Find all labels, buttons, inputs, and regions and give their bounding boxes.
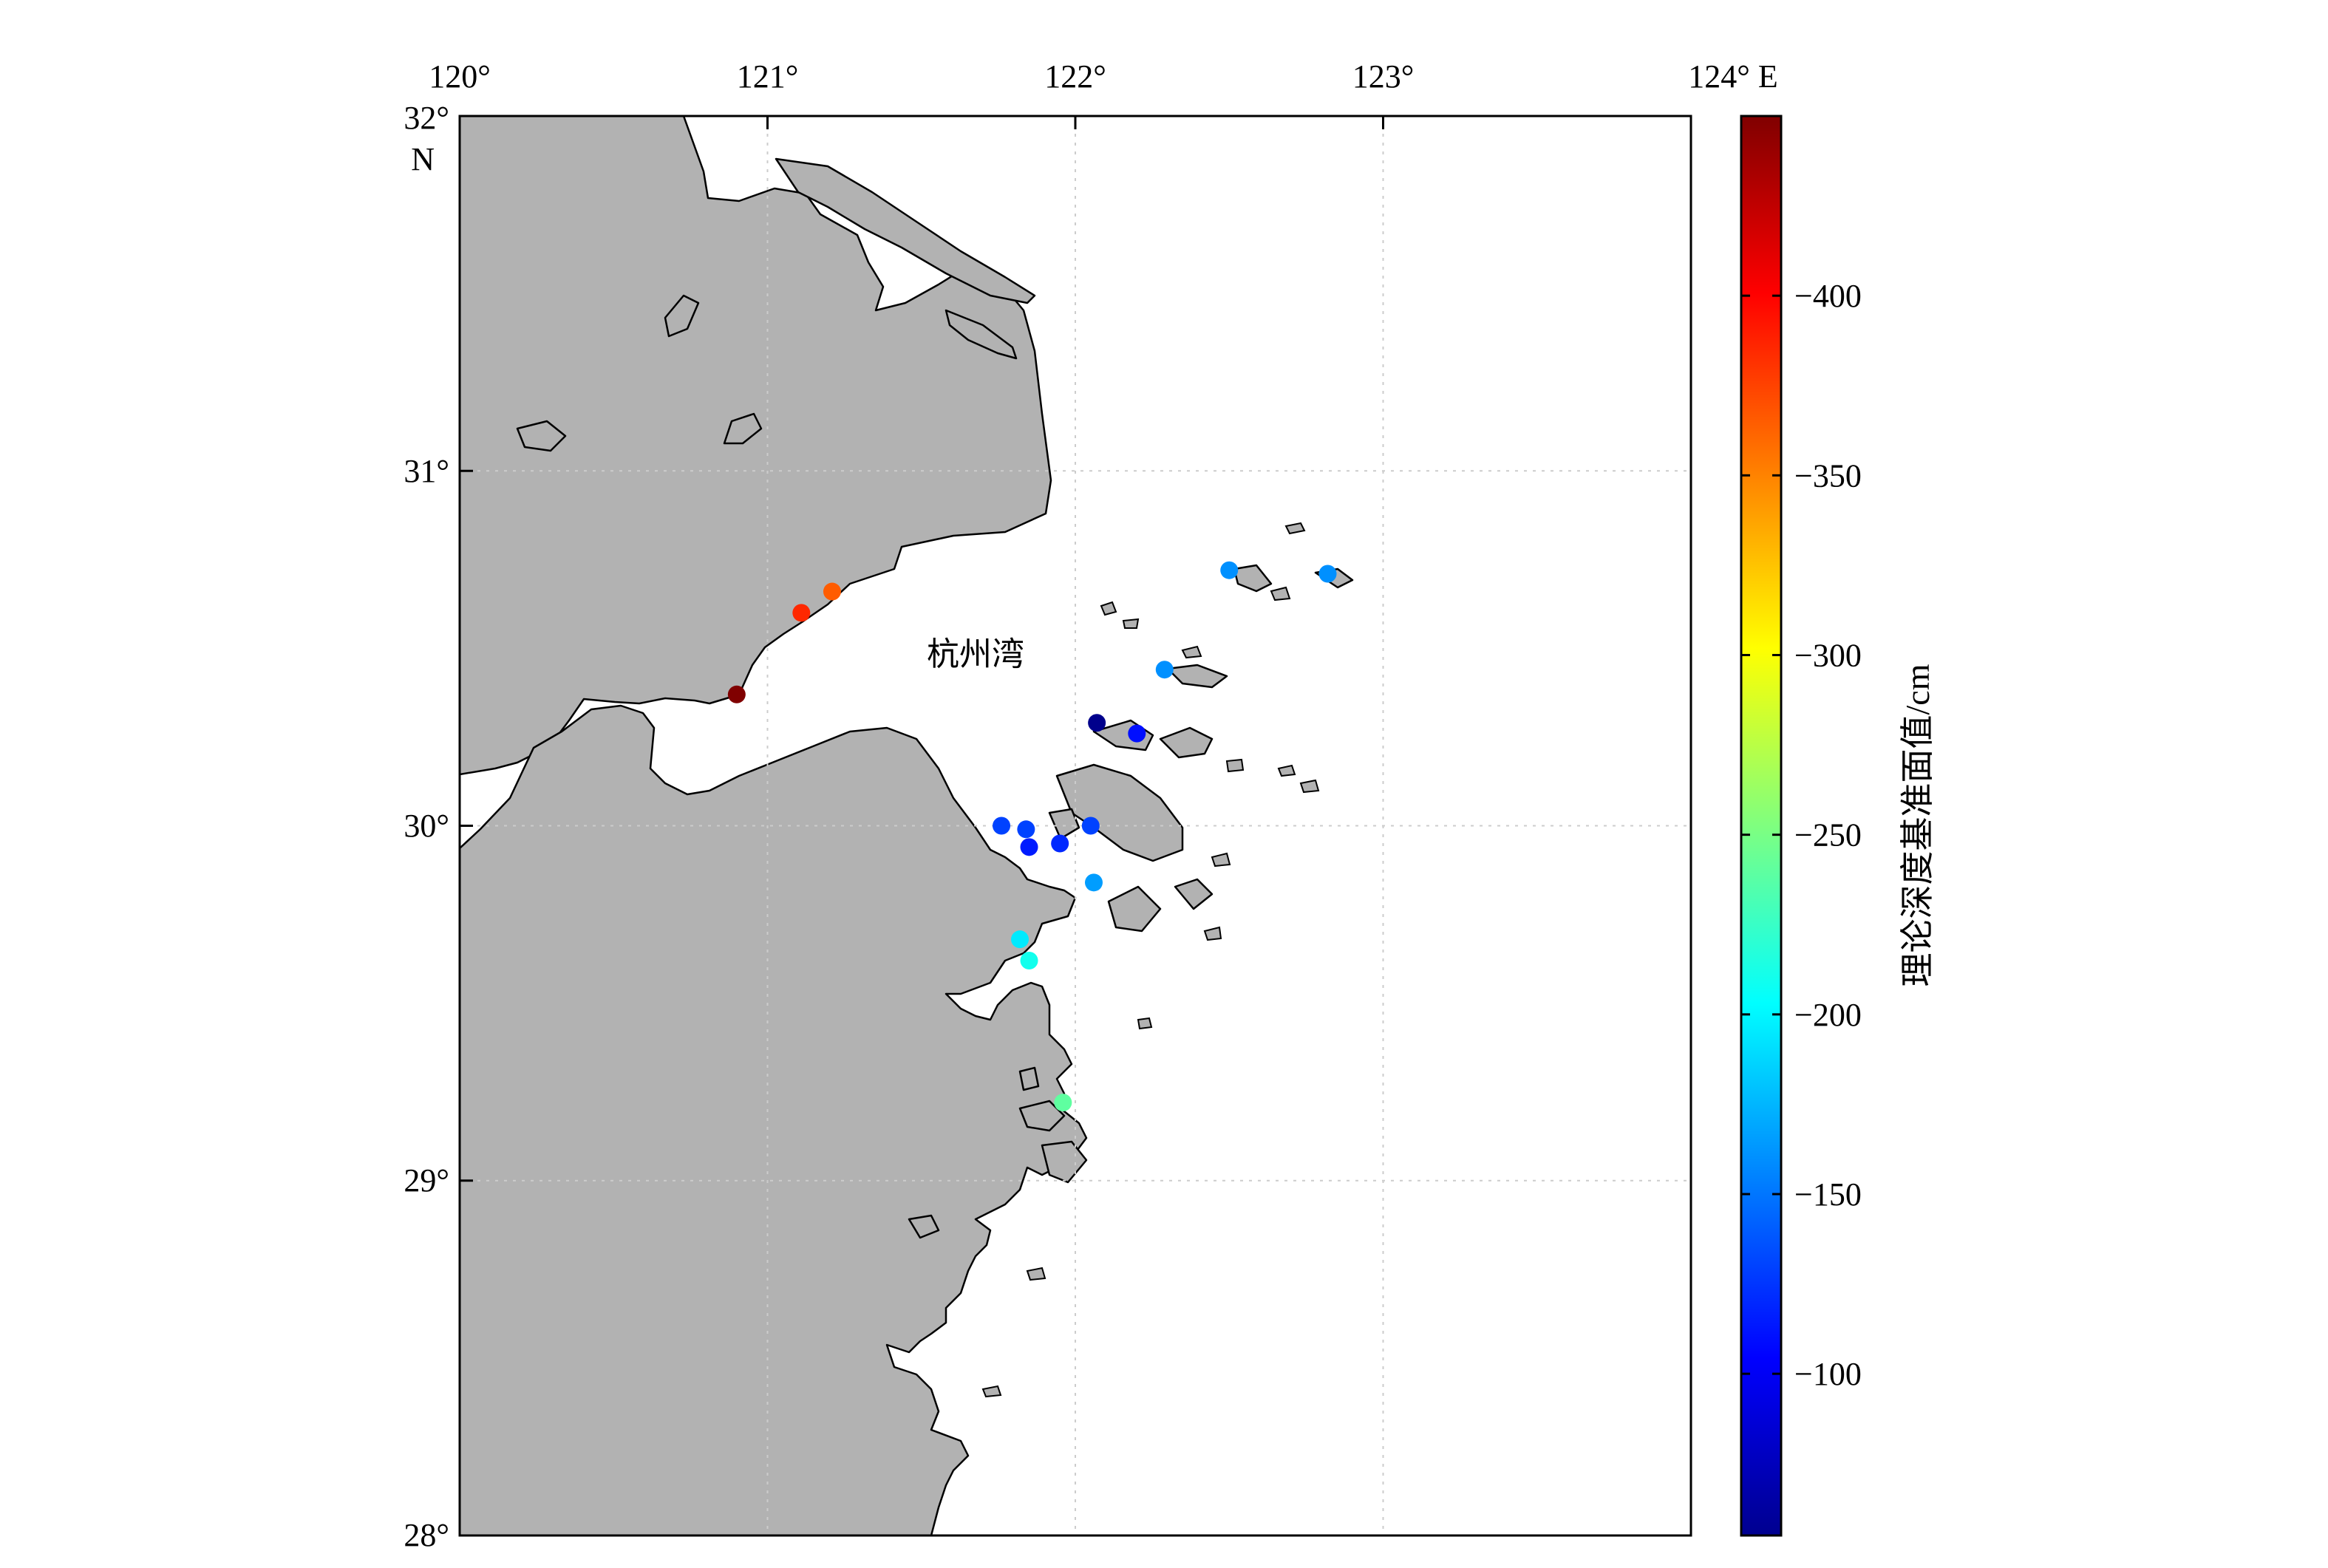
lon-tick-label: 122° [1044, 58, 1106, 95]
lon-tick-label: 124° E [1688, 58, 1777, 95]
island-jintang [1048, 808, 1080, 840]
lon-tick-label: 123° [1352, 58, 1415, 95]
island-south-3 [1018, 1066, 1040, 1091]
map-plot-area [460, 116, 1691, 1535]
stations-layer [727, 561, 1337, 1112]
islet-11 [1137, 1017, 1153, 1030]
island-estuary-4 [516, 420, 567, 452]
lat-tick-label: 29° [404, 1162, 449, 1199]
island-daishan [1159, 726, 1214, 759]
land-masses [460, 116, 1354, 1535]
station-point-5 [1128, 724, 1146, 743]
island-shengsi-1 [1233, 564, 1273, 593]
lat-tick-label: 30° [404, 808, 449, 844]
colorbar-tick-label: −250 [1794, 817, 1862, 853]
islet-9 [1211, 852, 1231, 867]
island-estuary-3 [664, 294, 700, 338]
colorbar-gradient [1740, 115, 1783, 1537]
station-point-2 [792, 604, 811, 622]
station-point-10 [1017, 820, 1035, 839]
colorbar-title: 理论深度基准面值/cm [1899, 664, 1936, 986]
station-point-9 [993, 817, 1011, 835]
lat-tick-label: 28° [404, 1517, 449, 1553]
lat-hemisphere-label: N [411, 141, 435, 177]
station-point-17 [1054, 1094, 1072, 1112]
islet-5 [1181, 645, 1202, 659]
graticule [460, 116, 1691, 1535]
islet-6 [1225, 758, 1245, 773]
station-point-13 [1081, 817, 1100, 835]
station-point-6 [1155, 661, 1174, 679]
colorbar-tick-label: −200 [1794, 997, 1862, 1033]
station-point-1 [727, 685, 746, 703]
land-north-shore [460, 116, 1052, 776]
land-south-shore [460, 704, 1088, 1535]
lon-tick-label: 121° [737, 58, 799, 95]
colorbar: −400 −350 −300 −250 −200 −150 −100 理论深度基准面值/cm [1740, 115, 1936, 1537]
islet-1 [1284, 522, 1306, 535]
station-point-14 [1084, 873, 1103, 892]
island-south-4 [908, 1214, 940, 1239]
bay-label: 杭州湾 [927, 636, 1024, 672]
station-point-11 [1020, 838, 1038, 856]
island-qushan [1166, 664, 1228, 689]
island-chongming [775, 157, 1036, 304]
station-point-4 [1088, 714, 1106, 732]
station-point-3 [823, 582, 841, 601]
island-estuary-2 [945, 309, 1018, 360]
colorbar-tick-label: −150 [1794, 1176, 1862, 1213]
islet-10 [1203, 926, 1222, 941]
colorbar-tick-label: −350 [1794, 457, 1862, 494]
islet-2 [1270, 586, 1291, 601]
station-point-16 [1020, 951, 1038, 969]
axis-ticks [460, 116, 1384, 1182]
colorbar-tick-label: −400 [1794, 278, 1862, 314]
island-taohua [1174, 878, 1214, 910]
islet-12 [1026, 1267, 1046, 1281]
station-point-15 [1011, 930, 1029, 949]
islet-3 [1100, 601, 1117, 616]
colorbar-tick-label: −300 [1794, 637, 1862, 673]
small-islands [981, 522, 1320, 1398]
island-south-1 [1018, 1100, 1066, 1132]
colorbar-ticks: −400 −350 −300 −250 −200 −150 −100 [1741, 278, 1862, 1392]
islet-8 [1299, 779, 1320, 794]
lon-tick-label: 120° [429, 58, 491, 95]
islet-4 [1122, 618, 1140, 629]
lat-tick-label: 32° [404, 100, 449, 136]
station-point-7 [1220, 561, 1239, 579]
colorbar-tick-label: −100 [1794, 1356, 1862, 1392]
islet-13 [981, 1385, 1002, 1398]
lat-tick-label: 31° [404, 453, 449, 489]
island-estuary-5 [723, 412, 763, 445]
island-liuheng [1107, 885, 1162, 933]
station-point-12 [1051, 834, 1069, 853]
station-point-8 [1318, 565, 1337, 583]
islet-7 [1277, 764, 1296, 777]
